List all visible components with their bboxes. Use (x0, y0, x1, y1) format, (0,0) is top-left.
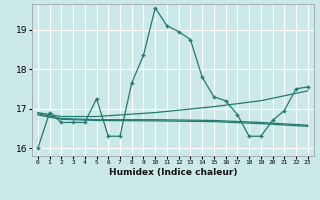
X-axis label: Humidex (Indice chaleur): Humidex (Indice chaleur) (108, 168, 237, 177)
